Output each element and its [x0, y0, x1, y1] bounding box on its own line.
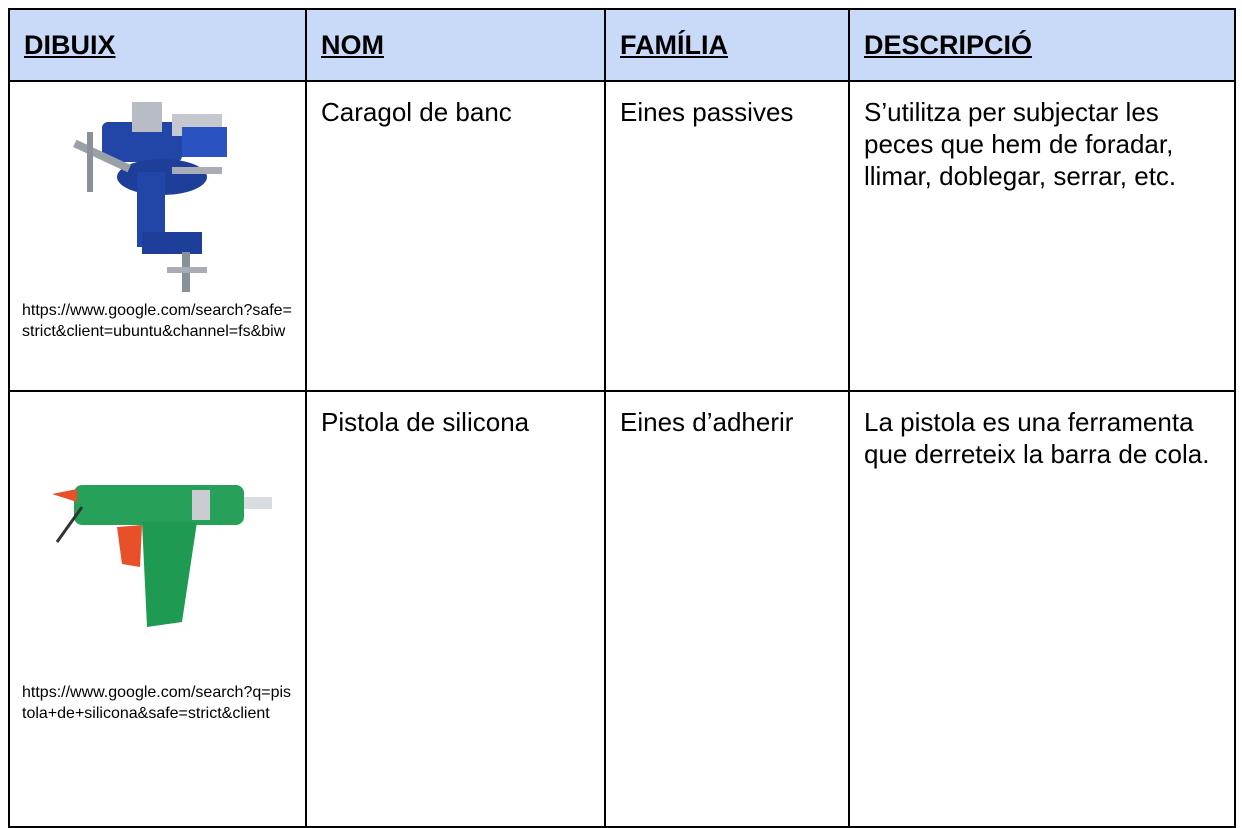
name-cell: Caragol de banc	[305, 80, 606, 392]
header-cell: DIBUIX	[8, 8, 307, 82]
glue-gun-image	[52, 485, 272, 627]
header-text: NOM	[321, 29, 384, 60]
page: Eines {"table": { "headers": ["DIBUIX", …	[8, 8, 1236, 828]
header-cell: DESCRIPCIÓ	[848, 8, 1236, 82]
name-cell: Pistola de silicona	[305, 390, 606, 828]
image-cell: https://www.google.com/search?safe=stric…	[8, 80, 307, 392]
header-text: DESCRIPCIÓ	[864, 29, 1033, 60]
tool-family: Eines passives	[620, 97, 794, 127]
header-text: FAMÍLIA	[620, 29, 728, 60]
description-cell: S’utilitza per subjectar les peces que h…	[848, 80, 1236, 392]
page-body: DIBUIX NOM FAMÍLIA DESCRIPCIÓ	[8, 8, 1236, 828]
tool-name: Pistola de silicona	[321, 407, 530, 437]
tool-description: S’utilitza per subjectar les peces que h…	[864, 97, 1177, 191]
family-cell: Eines d’adherir	[604, 390, 850, 828]
description-cell: La pistola es una ferramenta que derrete…	[848, 390, 1236, 828]
image-source-url: https://www.google.com/search?q=pistola+…	[22, 684, 292, 722]
image-cell: https://www.google.com/search?q=pistola+…	[8, 390, 307, 828]
table-row: https://www.google.com/search?q=pistola+…	[8, 390, 1236, 828]
header-text: DIBUIX	[24, 29, 116, 60]
table-row: https://www.google.com/search?safe=stric…	[8, 80, 1236, 392]
tool-family: Eines d’adherir	[620, 407, 794, 437]
tool-name: Caragol de banc	[321, 97, 512, 127]
header-cell: FAMÍLIA	[604, 8, 850, 82]
header-cell: NOM	[305, 8, 606, 82]
tools-table: DIBUIX NOM FAMÍLIA DESCRIPCIÓ	[8, 8, 1236, 828]
image-source-url: https://www.google.com/search?safe=stric…	[22, 302, 292, 340]
family-cell: Eines passives	[604, 80, 850, 392]
header-row: DIBUIX NOM FAMÍLIA DESCRIPCIÓ	[8, 8, 1236, 82]
vise-image	[73, 102, 227, 292]
tool-description: La pistola es una ferramenta que derrete…	[864, 407, 1210, 469]
